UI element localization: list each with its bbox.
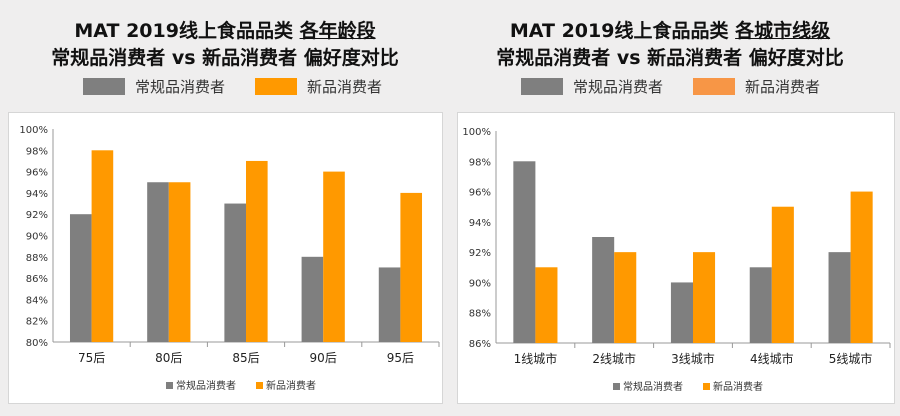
legend-regular: 常规品消费者 <box>521 76 663 97</box>
legend-swatch <box>83 78 125 95</box>
x-tick-label: 4线城市 <box>750 351 794 366</box>
bottom-legend-swatch <box>256 382 263 389</box>
title-emphasis: 各年龄段 <box>299 20 376 42</box>
bar-regular-3 <box>749 267 772 343</box>
y-tick-label: 94% <box>26 189 48 200</box>
title-emphasis: 各城市线级 <box>735 20 831 42</box>
bar-regular-1 <box>592 237 615 343</box>
legend-label: 新品消费者 <box>307 78 383 96</box>
bottom-legend-label: 新品消费者 <box>713 380 763 393</box>
bar-regular-3 <box>301 256 324 342</box>
legend-swatch <box>693 78 735 95</box>
y-tick-label: 86% <box>26 274 48 285</box>
legend-label: 常规品消费者 <box>573 78 664 96</box>
right-chart-panel: 86% 88% 90% 92% 94% 96% 98% 100% 1线城市 2线城市 3线城市 4线城… <box>457 112 895 404</box>
bar-new-1 <box>168 182 191 342</box>
bottom-legend-label: 新品消费者 <box>266 379 316 392</box>
y-tick-label: 96% <box>469 188 491 199</box>
x-tick-label: 95后 <box>387 351 414 365</box>
bar-regular-2 <box>224 203 246 342</box>
y-tick-label: 80% <box>26 338 48 349</box>
y-tick-label: 100% <box>19 125 48 136</box>
y-tick-label: 92% <box>469 248 491 259</box>
bar-new-0 <box>91 150 114 342</box>
legend-new: 新品消费者 <box>255 76 382 97</box>
y-tick-label: 90% <box>26 232 48 243</box>
bar-new-3 <box>323 171 345 342</box>
bar-regular-4 <box>378 267 401 342</box>
left-chart: 80% 82% 84% 86% 88% 90% 92% 94% 96% 98% 100% 75后 80后… <box>19 125 440 392</box>
legend-swatch <box>255 78 297 95</box>
legend-regular: 常规品消费者 <box>83 76 225 97</box>
bar-new-3 <box>771 206 794 343</box>
x-tick-label: 75后 <box>78 351 105 365</box>
x-tick-label: 90后 <box>310 351 337 365</box>
y-tick-label: 92% <box>26 210 48 221</box>
title-line1: MAT 2019线上食品品类 <box>74 20 293 42</box>
bar-new-4 <box>400 192 423 342</box>
bar-new-1 <box>614 252 637 343</box>
x-tick-label: 2线城市 <box>592 351 636 366</box>
title-line2: 常规品消费者 vs 新品消费者 偏好度对比 <box>496 47 844 69</box>
title-line1: MAT 2019线上食品品类 <box>509 20 729 42</box>
right-chart: 86% 88% 90% 92% 94% 96% 98% 100% 1线城市 2线城市 3线城市 4线城… <box>462 127 891 393</box>
bottom-legend-label: 常规品消费者 <box>623 380 683 393</box>
y-tick-label: 94% <box>469 218 491 229</box>
bar-new-2 <box>246 160 268 342</box>
legend-label: 常规品消费者 <box>135 78 226 96</box>
y-tick-label: 84% <box>26 295 48 306</box>
bottom-legend-swatch <box>613 383 620 390</box>
x-tick-label: 80后 <box>155 351 182 365</box>
legend-swatch <box>521 78 563 95</box>
y-tick-label: 98% <box>26 146 48 157</box>
x-tick-label: 3线城市 <box>671 351 715 366</box>
left-chart-panel: 80% 82% 84% 86% 88% 90% 92% 94% 96% 98% 100% 75后 80后… <box>8 112 443 404</box>
x-tick-label: 85后 <box>232 351 259 365</box>
bar-regular-0 <box>513 161 536 343</box>
legend-new: 新品消费者 <box>693 76 820 97</box>
y-tick-label: 88% <box>469 309 491 320</box>
bottom-legend-swatch <box>703 383 710 390</box>
bar-regular-0 <box>69 214 92 342</box>
y-tick-label: 100% <box>462 127 491 138</box>
bar-regular-4 <box>828 252 851 343</box>
bar-new-4 <box>850 191 873 343</box>
bar-new-0 <box>535 267 558 343</box>
legend-label: 新品消费者 <box>745 78 821 96</box>
y-tick-label: 86% <box>469 339 491 350</box>
left-chart-title: MAT 2019线上食品品类 各年龄段 常规品消费者 vs 新品消费者 偏好度对… <box>0 18 450 72</box>
y-tick-label: 90% <box>469 278 491 289</box>
bar-regular-1 <box>147 182 169 342</box>
x-tick-label: 1线城市 <box>514 351 558 366</box>
x-tick-label: 5线城市 <box>829 351 873 366</box>
bottom-legend-swatch <box>166 382 173 389</box>
y-tick-label: 88% <box>26 253 48 264</box>
bottom-legend-label: 常规品消费者 <box>176 379 236 392</box>
title-line2: 常规品消费者 vs 新品消费者 偏好度对比 <box>51 47 399 69</box>
y-tick-label: 98% <box>469 157 491 168</box>
bar-regular-2 <box>670 282 693 343</box>
y-tick-label: 96% <box>26 168 48 179</box>
bar-new-2 <box>693 252 716 343</box>
right-chart-title: MAT 2019线上食品品类 各城市线级 常规品消费者 vs 新品消费者 偏好度… <box>445 18 895 72</box>
y-tick-label: 82% <box>26 317 48 328</box>
